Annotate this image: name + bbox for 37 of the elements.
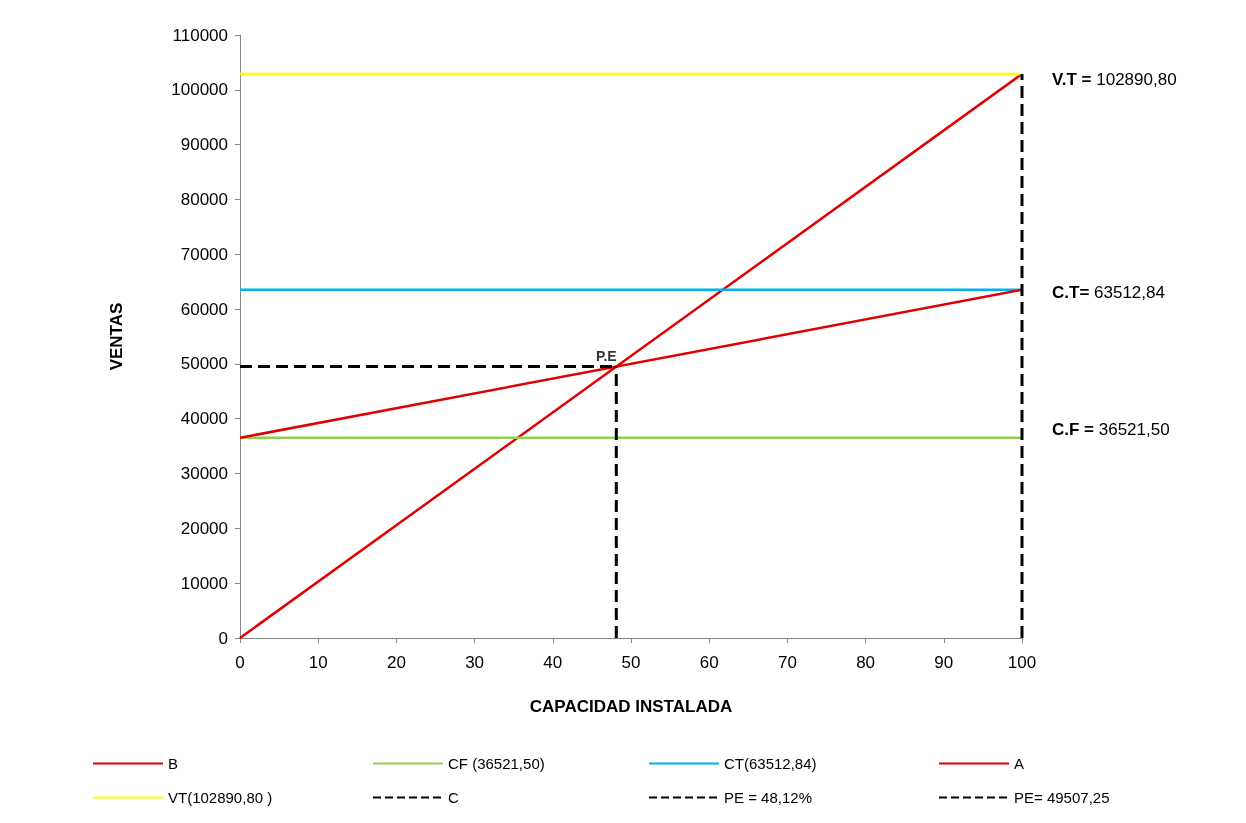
x-tick-label: 40 — [543, 653, 563, 672]
y-tick-label: 50000 — [180, 354, 228, 374]
x-tick-label: 50 — [621, 653, 641, 672]
x-tick-label: 0 — [235, 653, 245, 672]
y-tick-label: 10000 — [180, 573, 228, 593]
y-tick-label: 100000 — [171, 80, 228, 100]
x-tick-label: 80 — [856, 653, 876, 672]
x-tick-label: 100 — [1007, 653, 1037, 672]
y-tick-label: 60000 — [180, 299, 228, 319]
x-tick-label: 60 — [699, 653, 719, 672]
y-tick-label: 30000 — [180, 464, 228, 484]
x-tick-label: 20 — [386, 653, 406, 672]
y-tick-label: 0 — [218, 628, 228, 648]
y-tick-label: 40000 — [180, 409, 228, 429]
legend-label: VT(102890,80 ) — [168, 789, 273, 806]
y-tick-label: 70000 — [180, 244, 228, 264]
text: V.T = 102890,80 — [1052, 70, 1177, 89]
x-tick-label: 10 — [308, 653, 328, 672]
y-tick-label: 110000 — [172, 25, 228, 45]
y-tick-label: 90000 — [180, 135, 228, 155]
legend-label: C — [448, 789, 459, 806]
text: C.T= 63512,84 — [1052, 283, 1165, 302]
x-tick-label: 70 — [777, 653, 797, 672]
legend-label: CT(63512,84) — [724, 755, 817, 772]
text: C.F = 36521,50 — [1052, 420, 1170, 439]
legend-label: B — [168, 755, 179, 772]
x-tick-label: 90 — [934, 653, 954, 672]
y-axis-title: VENTAS — [107, 302, 126, 371]
legend-label: PE= 49507,25 — [1014, 789, 1110, 806]
legend-label: CF (36521,50) — [448, 755, 545, 772]
legend-label: A — [1014, 755, 1025, 772]
y-tick-label: 80000 — [180, 189, 228, 209]
annotation: P.E — [595, 347, 617, 364]
x-axis-title: CAPACIDAD INSTALADA — [529, 697, 733, 716]
y-tick-label: 20000 — [180, 518, 228, 538]
x-tick-label: 30 — [465, 653, 485, 672]
legend-label: PE = 48,12% — [724, 789, 812, 806]
